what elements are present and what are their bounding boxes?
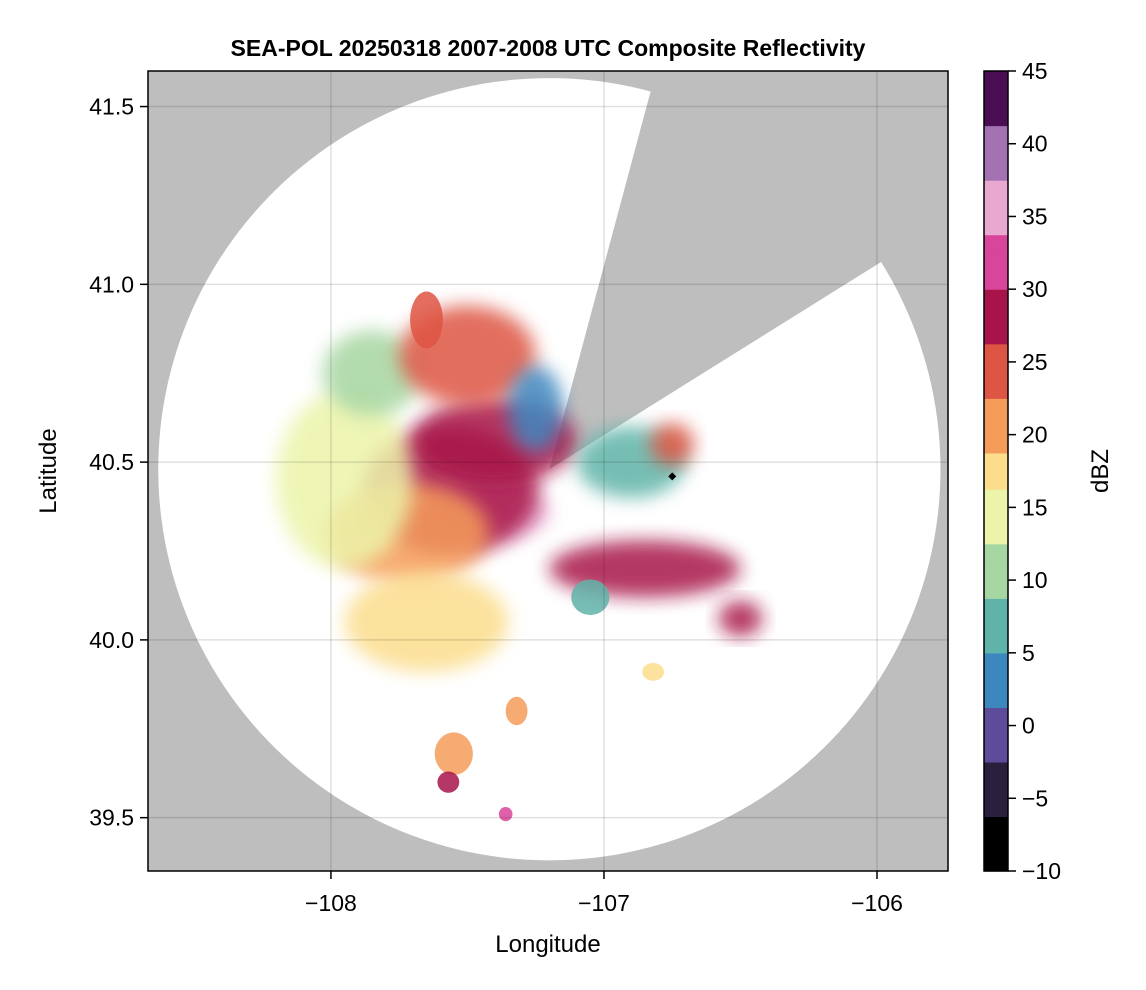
colorbar-segment (984, 598, 1008, 618)
colorbar-tick-label: 20 (1022, 422, 1048, 448)
echo-cell (571, 579, 610, 615)
colorbar-tick-label: 15 (1022, 494, 1048, 520)
x-axis-label: Longitude (495, 931, 600, 958)
colorbar-segment (984, 143, 1008, 163)
colorbar-tick-label: 35 (1022, 203, 1048, 229)
y-tick-label: 39.5 (89, 805, 134, 831)
radar-location-marker (668, 472, 677, 481)
y-tick-label: 40.0 (89, 627, 134, 653)
echo-cell (650, 423, 695, 466)
colorbar-tick-label: 0 (1022, 713, 1035, 739)
colorbar-segment (984, 671, 1008, 690)
colorbar-segment (984, 252, 1008, 272)
y-axis-ticks: 39.5 40.0 40.5 41.0 41.5 (89, 94, 148, 831)
colorbar-segment (984, 543, 1008, 563)
colorbar-segment (984, 325, 1008, 345)
colorbar-tick-label: −5 (1022, 785, 1048, 811)
colorbar-segment (984, 234, 1008, 254)
colorbar-segment (984, 380, 1008, 399)
colorbar-segment (984, 816, 1008, 836)
x-tick-label: −108 (305, 890, 357, 916)
colorbar-segment (984, 416, 1008, 436)
colorbar-segment (984, 689, 1008, 708)
colorbar (983, 70, 1009, 872)
colorbar-segment (984, 452, 1008, 472)
colorbar-segment (984, 834, 1008, 854)
colorbar-segment (984, 780, 1008, 799)
echo-cell (642, 663, 665, 681)
colorbar-segment (984, 271, 1008, 290)
echo-cell (498, 807, 513, 822)
echo-cell (276, 391, 413, 569)
colorbar-segment (984, 107, 1008, 127)
colorbar-ticks: −10 −5 0 5 10 15 20 25 30 35 40 45 (1008, 58, 1061, 884)
colorbar-segment (984, 471, 1008, 490)
colorbar-segment (984, 798, 1008, 818)
gridlines (148, 71, 948, 871)
plot-area (148, 71, 948, 871)
echo-cell (437, 771, 460, 793)
colorbar-segment (984, 398, 1008, 418)
colorbar-segment (984, 652, 1008, 672)
colorbar-segment (984, 761, 1008, 781)
colorbar-frame (983, 70, 1009, 872)
colorbar-segment (984, 198, 1008, 218)
x-tick-label: −107 (578, 890, 630, 916)
y-tick-label: 40.5 (89, 449, 134, 475)
echo-cell (434, 732, 473, 776)
colorbar-segment (984, 580, 1008, 599)
echo-cell (508, 366, 564, 452)
colorbar-segment (984, 489, 1008, 508)
colorbar-segment (984, 161, 1008, 181)
colorbar-segment (984, 71, 1008, 90)
echo-cell (344, 572, 509, 672)
colorbar-segment (984, 852, 1008, 872)
colorbar-segment (984, 616, 1008, 636)
echo-cell (410, 291, 443, 349)
y-axis-label: Latitude (35, 428, 62, 513)
colorbar-tick-label: 25 (1022, 349, 1048, 375)
chart-title: SEA-POL 20250318 2007-2008 UTC Composite… (231, 35, 866, 61)
y-tick-label: 41.0 (89, 271, 134, 297)
colorbar-segment (984, 743, 1008, 763)
x-axis-ticks: −108 −107 −106 (305, 871, 903, 916)
colorbar-segment (984, 307, 1008, 327)
colorbar-segment (984, 507, 1008, 527)
y-tick-label: 41.5 (89, 94, 134, 120)
colorbar-segment (984, 343, 1008, 363)
colorbar-segment (984, 89, 1008, 108)
colorbar-segment (984, 725, 1008, 745)
colorbar-label: dBZ (1087, 449, 1114, 493)
colorbar-segment (984, 634, 1008, 654)
echo-cell (322, 330, 422, 416)
colorbar-tick-label: 5 (1022, 640, 1035, 666)
colorbar-tick-label: −10 (1022, 858, 1061, 884)
x-tick-label: −106 (851, 890, 903, 916)
colorbar-segment (984, 180, 1008, 199)
colorbar-segment (984, 434, 1008, 454)
colorbar-segment (984, 216, 1008, 236)
colorbar-segment (984, 289, 1008, 308)
colorbar-segment (984, 707, 1008, 727)
colorbar-tick-label: 45 (1022, 58, 1048, 84)
echo-cell (718, 600, 763, 637)
colorbar-segment (984, 561, 1008, 581)
colorbar-segment (984, 125, 1008, 145)
plot-frame (147, 70, 949, 872)
colorbar-tick-label: 30 (1022, 276, 1048, 302)
colorbar-tick-label: 10 (1022, 567, 1048, 593)
colorbar-tick-label: 40 (1022, 131, 1048, 157)
echo-layer (276, 291, 763, 822)
echo-cell (505, 696, 528, 726)
colorbar-segment (984, 525, 1008, 545)
colorbar-segment (984, 361, 1008, 381)
